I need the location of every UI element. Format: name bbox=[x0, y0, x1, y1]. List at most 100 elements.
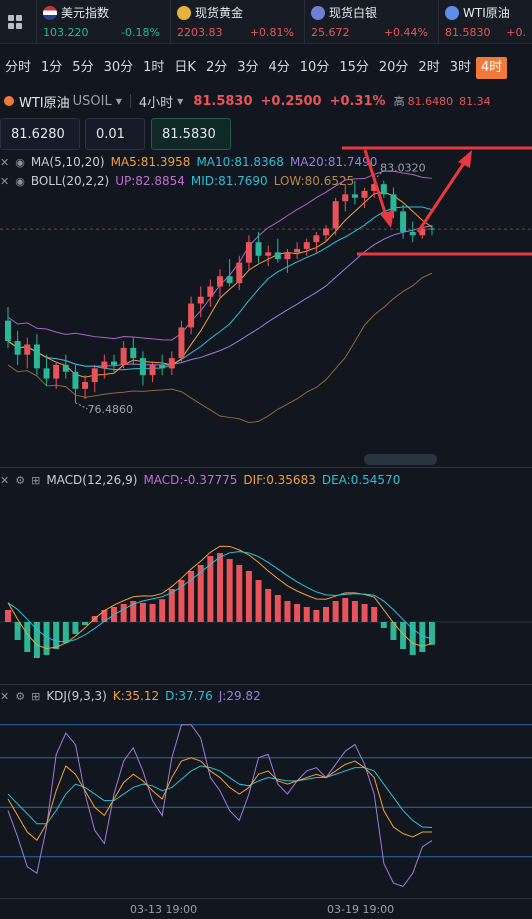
boll-upper-line bbox=[7, 170, 433, 341]
macd-histogram-bar bbox=[380, 622, 387, 628]
candle-body bbox=[120, 347, 127, 365]
period-tab[interactable]: 10分 bbox=[299, 60, 330, 75]
instrument-bar: WTI原油 USOIL ▼ 4小时 ▼ 81.5830 +0.2500 +0.3… bbox=[0, 90, 491, 112]
period-tab[interactable]: 4时 bbox=[475, 57, 508, 79]
divider bbox=[129, 94, 131, 108]
ticker-card-dxy[interactable]: 美元指数 103.220 -0.18% bbox=[36, 0, 166, 44]
candle-body bbox=[429, 228, 435, 230]
eye-icon[interactable]: ◉ bbox=[15, 174, 25, 188]
macd-histogram-bar bbox=[207, 556, 214, 622]
ticker-card-gold[interactable]: 现货黄金 2203.83 +0.81% bbox=[170, 0, 300, 44]
candle-body bbox=[255, 242, 262, 256]
period-tab[interactable]: 15分 bbox=[339, 60, 369, 75]
candle-body bbox=[400, 211, 407, 232]
candle-body bbox=[342, 194, 349, 202]
candle-body bbox=[371, 184, 378, 191]
period-tab[interactable]: 5分 bbox=[72, 60, 94, 75]
period-tab[interactable]: 3分 bbox=[237, 60, 259, 75]
macd-histogram-bar bbox=[5, 610, 11, 622]
chevron-down-icon[interactable]: ▼ bbox=[177, 96, 184, 106]
period-tab[interactable]: 2时 bbox=[418, 60, 440, 75]
ma10-value: MA10:81.8368 bbox=[196, 155, 284, 169]
ticker-change: -0.18% bbox=[121, 26, 160, 39]
settings-icon[interactable]: ⚙ bbox=[15, 473, 26, 487]
macd-histogram-bar bbox=[332, 601, 339, 622]
period-tab[interactable]: 日K bbox=[174, 60, 196, 75]
ticker-price: 103.220 bbox=[43, 26, 89, 39]
period-tab[interactable]: 4分 bbox=[268, 60, 290, 75]
quantity-input[interactable]: 0.01 bbox=[85, 118, 145, 150]
candle-body bbox=[82, 382, 89, 389]
ticker-card-wti[interactable]: WTI原油 81.5830 +0. bbox=[438, 0, 532, 44]
eye-icon[interactable]: ◉ bbox=[15, 155, 25, 169]
dea-line bbox=[7, 551, 433, 643]
ticker-card-silver[interactable]: 现货白银 25.672 +0.44% bbox=[304, 0, 434, 44]
period-tab[interactable]: 1时 bbox=[143, 60, 165, 75]
last-price: 81.5830 bbox=[193, 93, 253, 109]
candle-body bbox=[188, 303, 195, 328]
ticker-price: 81.5830 bbox=[445, 26, 491, 39]
chevron-down-icon[interactable]: ▼ bbox=[115, 96, 122, 106]
annotation-arrowhead bbox=[458, 150, 472, 168]
candle-body bbox=[130, 347, 137, 359]
macd-histogram-bar bbox=[400, 622, 407, 649]
ma-title: MA(5,10,20) bbox=[30, 155, 105, 169]
candle-body bbox=[419, 228, 426, 236]
macd-histogram-bar bbox=[43, 622, 50, 655]
macd-histogram-bar bbox=[24, 622, 31, 652]
candle-body bbox=[149, 364, 156, 376]
ticker-name: 现货白银 bbox=[329, 6, 378, 20]
macd-histogram-bar bbox=[255, 580, 262, 622]
low-value-partial: 81.34 bbox=[459, 94, 491, 108]
sell-price-box[interactable]: 81.6280 bbox=[0, 118, 80, 150]
period-tab[interactable]: 分时 bbox=[5, 60, 32, 75]
buy-price-box[interactable]: 81.5830 bbox=[151, 118, 231, 150]
interval-selector[interactable]: 4小时 bbox=[138, 95, 174, 111]
close-icon[interactable]: ✕ bbox=[0, 174, 10, 188]
period-tab[interactable]: 3时 bbox=[449, 60, 471, 75]
candle-body bbox=[168, 358, 175, 369]
settings-icon[interactable]: ⚙ bbox=[15, 689, 26, 703]
period-tabs: 分时 1分 5分 30分 1时 日K 2分 3分 4分 10分 15分 20分 2时 3时 4时 bbox=[0, 55, 532, 81]
close-icon[interactable]: ✕ bbox=[0, 689, 10, 703]
us-flag-icon bbox=[43, 5, 57, 20]
macd-histogram-bar bbox=[236, 565, 243, 622]
macd-histogram-bar bbox=[188, 571, 195, 622]
macd-histogram-bar bbox=[409, 622, 416, 655]
period-tab[interactable]: 2分 bbox=[205, 60, 228, 75]
close-icon[interactable]: ✕ bbox=[0, 155, 10, 169]
dea-value: DEA:0.54570 bbox=[321, 473, 401, 487]
macd-histogram-bar bbox=[226, 559, 233, 622]
annotation-down-arrow bbox=[363, 149, 390, 223]
ticker-strip: 美元指数 103.220 -0.18% 现货黄金 2203.83 +0.81% 现货… bbox=[0, 0, 532, 44]
candle-body bbox=[43, 368, 50, 379]
candle-body bbox=[226, 276, 233, 284]
period-tab[interactable]: 1分 bbox=[41, 60, 63, 75]
ticker-price: 2203.83 bbox=[177, 26, 223, 39]
ma5-line bbox=[7, 191, 433, 378]
candle-body bbox=[313, 235, 320, 243]
candle-body bbox=[390, 194, 397, 212]
expand-icon[interactable]: ⊞ bbox=[31, 473, 41, 487]
candle-body bbox=[294, 248, 301, 253]
ticker-change: +0. bbox=[506, 26, 526, 39]
grid-menu-icon[interactable] bbox=[0, 0, 30, 44]
close-icon[interactable]: ✕ bbox=[0, 473, 10, 487]
macd-histogram-bar bbox=[159, 599, 166, 622]
macd-legend: ✕ ⚙ ⊞ MACD(12,26,9) MACD:-0.37775 DIF:0.… bbox=[0, 471, 400, 489]
macd-histogram-bar bbox=[342, 598, 349, 622]
macd-histogram-bar bbox=[245, 571, 252, 622]
macd-value: MACD:-0.37775 bbox=[143, 473, 238, 487]
ticker-name: WTI原油 bbox=[463, 6, 510, 20]
macd-histogram-bar bbox=[371, 607, 378, 622]
expand-icon[interactable]: ⊞ bbox=[31, 689, 41, 703]
period-tab[interactable]: 30分 bbox=[103, 60, 134, 75]
candle-body bbox=[139, 358, 146, 376]
macd-histogram-bar bbox=[294, 604, 301, 622]
period-tab[interactable]: 20分 bbox=[378, 60, 409, 75]
candle-body bbox=[101, 361, 108, 369]
instrument-name[interactable]: WTI原油 bbox=[19, 95, 70, 111]
kdj-d-line bbox=[7, 765, 433, 828]
candle-body bbox=[53, 364, 60, 379]
